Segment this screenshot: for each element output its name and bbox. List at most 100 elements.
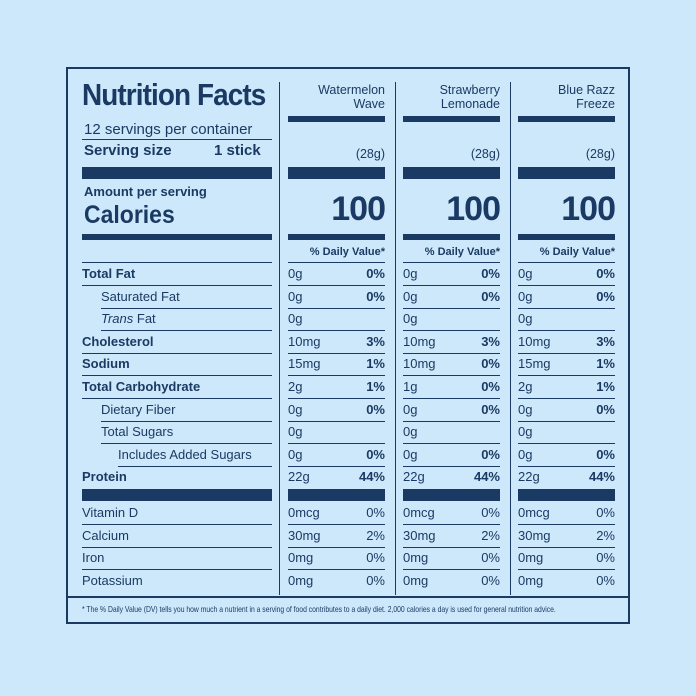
- nutrient-daily-value: 0%: [596, 266, 615, 281]
- nutrient-daily-value: 1%: [596, 379, 615, 394]
- product-weight: (28g): [355, 147, 385, 161]
- vitamin-amount: 0mg: [288, 572, 314, 588]
- row-rule: [518, 398, 615, 399]
- calories-bar: [82, 234, 272, 240]
- serving-rule: [82, 139, 272, 140]
- nutrient-daily-value: 0%: [481, 401, 500, 417]
- row-rule: [403, 375, 500, 377]
- serving-bar: [82, 167, 272, 179]
- nutrient-amount: 0g: [518, 401, 533, 417]
- nutrient-daily-value: 44%: [473, 469, 500, 485]
- row-rule: [403, 546, 500, 548]
- nutrient-amount: 15mg: [288, 356, 321, 372]
- nutrient-daily-value: 3%: [481, 333, 500, 349]
- vitamin-daily-value: 0%: [366, 572, 385, 588]
- nutrient-amount: 2g: [518, 379, 533, 394]
- vitamin-daily-value: 2%: [596, 527, 615, 543]
- nutrient-label: Total Fat: [82, 266, 136, 281]
- nutrient-amount: 0g: [288, 311, 303, 327]
- row-rule: [288, 420, 385, 422]
- amount-per-serving: Amount per serving: [84, 184, 207, 199]
- vitamin-amount: 0mcg: [403, 505, 435, 520]
- row-rule: [288, 375, 385, 377]
- protein-bar: [288, 489, 385, 501]
- nutrient-amount: 0g: [288, 288, 303, 304]
- row-rule: [403, 352, 500, 354]
- vitamin-label: Potassium: [82, 572, 143, 588]
- row-rule: [288, 443, 385, 445]
- row-rule: [518, 375, 615, 377]
- row-rule: [288, 465, 385, 467]
- product-name: Wave: [353, 97, 386, 111]
- row-rule: [288, 352, 385, 354]
- nutrient-amount: 22g: [403, 469, 425, 485]
- row-rule: [82, 285, 272, 286]
- serving-size-value: 1 stick: [214, 142, 261, 159]
- vitamin-amount: 0mcg: [518, 505, 550, 520]
- column-separator: [279, 82, 280, 595]
- vitamin-daily-value: 0%: [366, 550, 385, 566]
- vitamin-daily-value: 0%: [481, 550, 500, 566]
- nutrient-label: Trans Fat: [101, 311, 156, 327]
- nutrient-daily-value: 44%: [358, 469, 385, 485]
- product-calories: 100: [561, 190, 616, 228]
- serving-bar: [288, 167, 385, 179]
- row-rule: [403, 285, 500, 286]
- protein-bar: [518, 489, 615, 501]
- daily-value-header: % Daily Value*: [424, 246, 500, 258]
- nutrient-amount: 22g: [518, 469, 540, 485]
- nutrient-daily-value: 0%: [366, 401, 385, 417]
- nutrient-daily-value: 1%: [366, 379, 385, 394]
- vitamin-label: Vitamin D: [82, 505, 139, 520]
- nutrient-label: Total Carbohydrate: [82, 379, 201, 394]
- nutrient-amount: 0g: [518, 288, 533, 304]
- nutrient-label: Protein: [82, 469, 127, 485]
- nutrient-label: Total Sugars: [101, 424, 174, 440]
- vitamin-amount: 0mg: [518, 572, 544, 588]
- row-rule: [288, 524, 385, 525]
- nutrient-amount: 10mg: [518, 333, 551, 349]
- nutrient-amount: 2g: [288, 379, 303, 394]
- servings-per-container: 12 servings per container: [84, 121, 253, 138]
- vitamin-daily-value: 0%: [596, 505, 615, 520]
- nutrition-facts-label: Nutrition Facts 12 servings per containe…: [66, 67, 630, 624]
- row-rule: [518, 307, 615, 309]
- vitamin-daily-value: 2%: [366, 527, 385, 543]
- nutrient-amount: 15mg: [518, 356, 551, 372]
- nutrient-label: Dietary Fiber: [101, 401, 176, 417]
- nutrient-amount: 0g: [403, 266, 418, 281]
- nutrient-amount: 22g: [288, 469, 310, 485]
- footnote: * The % Daily Value (DV) tells you how m…: [82, 605, 556, 614]
- row-rule: [288, 546, 385, 548]
- nutrient-amount: 0g: [518, 446, 533, 462]
- product-calories: 100: [331, 190, 386, 228]
- nutrient-amount: 0g: [288, 424, 303, 440]
- product-weight: (28g): [585, 147, 615, 161]
- nutrient-daily-value: 1%: [596, 356, 615, 372]
- label-title: Nutrition Facts: [82, 77, 266, 112]
- row-rule: [82, 352, 272, 354]
- row-rule: [82, 546, 272, 548]
- calories-label: Calories: [84, 201, 175, 229]
- nutrient-daily-value: 0%: [481, 266, 500, 281]
- nutrient-amount: 10mg: [288, 333, 321, 349]
- vitamin-label: Calcium: [82, 527, 129, 543]
- nutrient-daily-value: 0%: [366, 266, 385, 281]
- row-rule: [101, 443, 272, 445]
- dv-rule: [82, 262, 272, 263]
- dv-rule: [288, 262, 385, 263]
- row-rule: [518, 443, 615, 445]
- row-rule: [101, 330, 272, 332]
- nutrient-daily-value: 0%: [481, 356, 500, 372]
- nutrient-amount: 0g: [403, 424, 418, 440]
- row-rule: [82, 375, 272, 377]
- vitamin-daily-value: 0%: [481, 572, 500, 588]
- vitamin-amount: 0mcg: [288, 505, 320, 520]
- calories-bar: [403, 234, 500, 240]
- protein-bar: [82, 489, 272, 501]
- vitamin-daily-value: 0%: [596, 550, 615, 566]
- row-rule: [82, 524, 272, 525]
- vitamin-daily-value: 0%: [481, 505, 500, 520]
- product-name: Blue Razz: [558, 83, 615, 97]
- row-rule: [518, 524, 615, 525]
